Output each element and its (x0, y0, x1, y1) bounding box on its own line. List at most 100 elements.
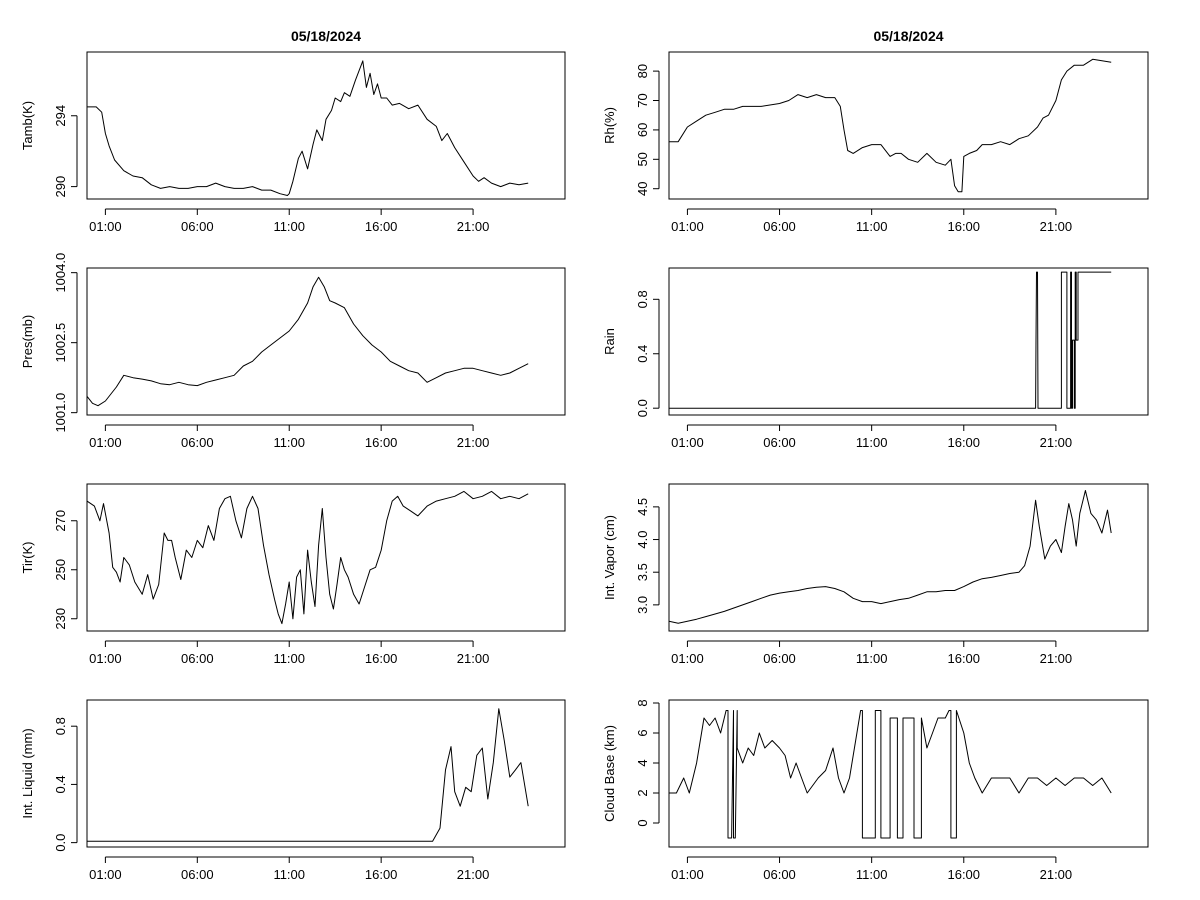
y-tick-label-tir: 250 (53, 559, 68, 581)
series-line-rh (669, 58, 1112, 193)
plot-frame-liquid (86, 699, 566, 848)
x-tick-label-rh: 06:00 (763, 219, 796, 234)
y-tick-label-rain: 0.4 (635, 345, 650, 363)
y-tick-label-vapor: 3.5 (635, 563, 650, 581)
x-tick-label-tamb: 11:00 (273, 219, 305, 234)
panel-title-rh: 05/18/2024 (873, 28, 943, 44)
y-axis-label-rh: Rh(%) (602, 107, 617, 144)
x-tick-label-rh: 16:00 (947, 219, 980, 234)
x-tick-label-rh: 01:00 (671, 219, 704, 234)
y-axis-label-cloud: Cloud Base (km) (602, 725, 617, 822)
x-tick-label-vapor: 21:00 (1040, 651, 1073, 666)
y-tick-label-liquid: 0.8 (53, 717, 68, 735)
plot-frame-tamb (86, 51, 566, 200)
plot-frame-vapor (668, 483, 1149, 632)
x-tick-label-liquid: 06:00 (181, 867, 214, 882)
y-tick-label-cloud: 0 (635, 819, 650, 826)
x-tick-label-pres: 06:00 (181, 435, 214, 450)
series-line-cloud (669, 710, 1112, 839)
plot-frame-cloud (668, 699, 1149, 848)
y-tick-label-liquid: 0.4 (53, 775, 68, 793)
y-tick-label-rain: 0.0 (635, 399, 650, 417)
plot-frame-rain (668, 267, 1149, 416)
x-tick-label-pres: 11:00 (273, 435, 305, 450)
x-tick-label-tamb: 16:00 (365, 219, 398, 234)
y-axis-label-tir: Tir(K) (20, 541, 35, 573)
series-line-liquid (87, 708, 529, 842)
x-tick-label-vapor: 01:00 (671, 651, 704, 666)
x-tick-label-tir: 16:00 (365, 651, 398, 666)
panel-pres: 01:00 06:00 11:00 16:00 21:00 1001.0 1002.5 100… (20, 253, 566, 450)
x-tick-label-cloud: 01:00 (671, 867, 704, 882)
x-tick-label-liquid: 11:00 (273, 867, 305, 882)
x-tick-label-pres: 16:00 (365, 435, 398, 450)
series-line-rain (669, 271, 1112, 409)
y-tick-label-pres: 1004.0 (53, 253, 68, 293)
y-tick-label-liquid: 0.0 (53, 834, 68, 852)
x-tick-label-tamb: 01:00 (89, 219, 122, 234)
x-tick-label-rain: 11:00 (856, 435, 888, 450)
y-tick-label-rh: 80 (635, 64, 650, 78)
plot-frame-rh (668, 51, 1149, 200)
series-line-tamb (87, 60, 529, 196)
y-tick-label-cloud: 4 (635, 759, 650, 766)
panel-rain: 01:00 06:00 11:00 16:00 21:00 0.0 0.4 0.8 Rain (602, 267, 1149, 450)
x-tick-label-cloud: 21:00 (1040, 867, 1073, 882)
y-tick-label-tamb: 290 (53, 176, 68, 198)
x-tick-label-liquid: 21:00 (457, 867, 490, 882)
y-tick-label-pres: 1001.0 (53, 393, 68, 433)
y-tick-label-vapor: 3.0 (635, 596, 650, 614)
x-tick-label-vapor: 06:00 (763, 651, 796, 666)
panel-liquid: 01:00 06:00 11:00 16:00 21:00 0.0 0.4 0.8 Int. L… (20, 699, 566, 882)
x-tick-label-rain: 16:00 (947, 435, 980, 450)
x-tick-label-rain: 21:00 (1040, 435, 1073, 450)
y-tick-label-cloud: 8 (635, 699, 650, 706)
x-tick-label-tamb: 21:00 (457, 219, 490, 234)
y-tick-label-rh: 40 (635, 181, 650, 195)
x-tick-label-cloud: 11:00 (856, 867, 888, 882)
x-tick-label-rain: 01:00 (671, 435, 704, 450)
x-tick-label-liquid: 01:00 (89, 867, 122, 882)
panel-tir: 01:00 06:00 11:00 16:00 21:00 230 250 270 Tir(K) (20, 483, 566, 666)
y-axis-label-pres: Pres(mb) (20, 315, 35, 368)
panel-vapor: 01:00 06:00 11:00 16:00 21:00 3.0 3.5 4.0 4.5 Int… (602, 483, 1149, 666)
y-tick-label-cloud: 2 (635, 789, 650, 796)
y-axis-label-tamb: Tamb(K) (20, 101, 35, 150)
y-axis-label-vapor: Int. Vapor (cm) (602, 515, 617, 600)
y-tick-label-vapor: 4.5 (635, 498, 650, 516)
x-tick-label-pres: 01:00 (89, 435, 122, 450)
y-axis-label-rain: Rain (602, 328, 617, 355)
y-tick-label-pres: 1002.5 (53, 323, 68, 363)
y-tick-label-tamb: 294 (53, 105, 68, 127)
x-tick-label-tir: 06:00 (181, 651, 214, 666)
plot-frame-pres (86, 267, 566, 416)
x-tick-label-vapor: 11:00 (856, 651, 888, 666)
series-line-vapor (668, 490, 1112, 624)
y-tick-label-cloud: 6 (635, 729, 650, 736)
y-tick-label-tir: 230 (53, 608, 68, 630)
y-tick-label-rh: 70 (635, 93, 650, 107)
plot-frame-tir (86, 483, 566, 632)
panel-title-tamb: 05/18/2024 (291, 28, 361, 44)
y-tick-label-rh: 50 (635, 152, 650, 166)
x-tick-label-vapor: 16:00 (947, 651, 980, 666)
x-tick-label-tamb: 06:00 (181, 219, 214, 234)
y-tick-label-tir: 270 (53, 510, 68, 532)
x-tick-label-tir: 21:00 (457, 651, 490, 666)
y-tick-label-vapor: 4.0 (635, 530, 650, 548)
x-tick-label-rh: 21:00 (1040, 219, 1073, 234)
panel-rh: 05/18/2024 01:00 06:00 11:00 16:00 21:00 40 50 6… (602, 28, 1149, 234)
x-tick-label-liquid: 16:00 (365, 867, 398, 882)
panel-tamb: 05/18/2024 01:00 06:00 11:00 16:00 21:00 290 29… (20, 28, 566, 234)
x-tick-label-rh: 11:00 (856, 219, 888, 234)
x-tick-label-tir: 01:00 (89, 651, 122, 666)
series-line-tir (86, 490, 529, 625)
series-line-pres (86, 276, 529, 407)
panel-cloud: 01:00 06:00 11:00 16:00 21:00 0 2 4 6 8 Cloud Base… (602, 699, 1149, 882)
x-tick-label-cloud: 16:00 (947, 867, 980, 882)
y-axis-label-liquid: Int. Liquid (mm) (20, 728, 35, 818)
y-tick-label-rain: 0.8 (635, 290, 650, 308)
y-tick-label-rh: 60 (635, 123, 650, 137)
